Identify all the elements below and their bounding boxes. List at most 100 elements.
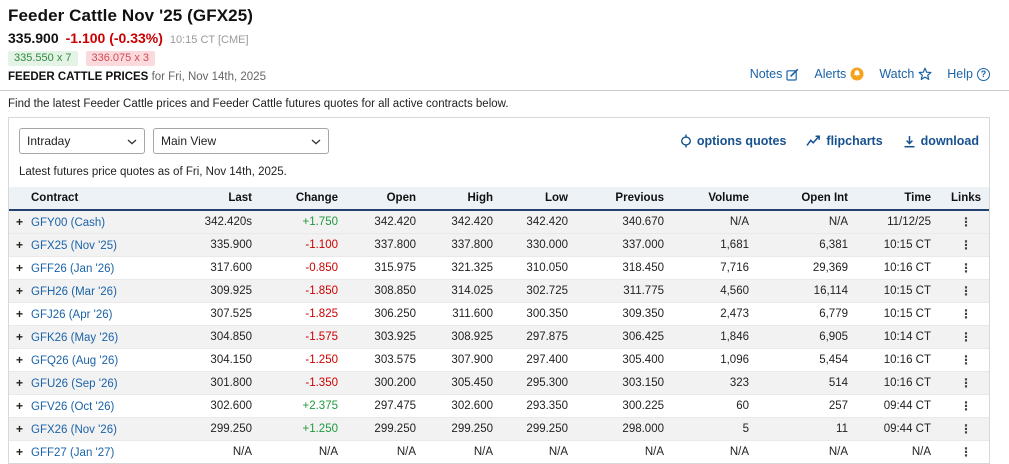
contract-link[interactable]: GFK26 (May '26) bbox=[31, 332, 119, 344]
alerts-button[interactable]: Alerts bbox=[814, 67, 864, 81]
contract-link[interactable]: GFX26 (Nov '26) bbox=[31, 424, 117, 436]
expand-row-icon[interactable]: + bbox=[16, 353, 24, 367]
cell-contract: + GFK26 (May '26) bbox=[9, 325, 194, 349]
cell-last: 304.150 bbox=[194, 348, 264, 372]
cell-open: 315.975 bbox=[350, 256, 428, 280]
cell-high: N/A bbox=[473, 446, 493, 458]
col-low: Low bbox=[505, 187, 580, 211]
help-button[interactable]: Help ? bbox=[947, 67, 990, 81]
cell-links: ⋮ bbox=[943, 210, 989, 234]
row-menu-icon[interactable]: ⋮ bbox=[960, 421, 972, 436]
row-menu-icon[interactable]: ⋮ bbox=[960, 283, 972, 298]
cell-links: ⋮ bbox=[943, 394, 989, 418]
cell-high: 321.325 bbox=[428, 256, 505, 280]
row-menu-icon[interactable]: ⋮ bbox=[960, 237, 972, 252]
cell-low: 297.400 bbox=[505, 348, 580, 372]
cell-links: ⋮ bbox=[943, 256, 989, 280]
contract-link[interactable]: GFF27 (Jan '27) bbox=[31, 447, 115, 459]
watch-button[interactable]: Watch bbox=[879, 67, 932, 81]
cell-volume: 1,846 bbox=[676, 325, 761, 349]
cell-last: 299.250 bbox=[194, 417, 264, 441]
cell-open-int: 257 bbox=[761, 394, 860, 418]
contract-link[interactable]: GFV26 (Oct '26) bbox=[31, 401, 115, 413]
cell-links: ⋮ bbox=[943, 417, 989, 441]
cell-low: 302.725 bbox=[505, 279, 580, 303]
expand-row-icon[interactable]: + bbox=[16, 376, 24, 390]
section-title: FEEDER CATTLE PRICES bbox=[8, 71, 149, 83]
expand-row-icon[interactable]: + bbox=[16, 307, 24, 321]
expand-row-icon[interactable]: + bbox=[16, 399, 24, 413]
expand-row-icon[interactable]: + bbox=[16, 330, 24, 344]
contract-link[interactable]: GFF26 (Jan '26) bbox=[31, 263, 115, 275]
cell-volume: N/A bbox=[676, 210, 761, 234]
cell-contract: + GFH26 (Mar '26) bbox=[9, 279, 194, 303]
cell-previous: 318.450 bbox=[580, 256, 676, 280]
download-button[interactable]: download bbox=[903, 134, 979, 148]
frequency-select[interactable]: Intraday bbox=[19, 128, 145, 154]
cell-high: 314.025 bbox=[428, 279, 505, 303]
contract-link[interactable]: GFQ26 (Aug '26) bbox=[31, 355, 119, 367]
expand-row-icon[interactable]: + bbox=[16, 215, 24, 229]
cell-open-int: 16,114 bbox=[761, 279, 860, 303]
cell-volume: N/A bbox=[729, 446, 749, 458]
cell-open: 306.250 bbox=[350, 302, 428, 326]
cell-previous: 337.000 bbox=[580, 233, 676, 257]
notes-button[interactable]: Notes bbox=[750, 67, 800, 81]
cell-volume: 1,681 bbox=[676, 233, 761, 257]
view-select[interactable]: Main View bbox=[153, 128, 329, 154]
row-menu-icon[interactable]: ⋮ bbox=[960, 306, 972, 321]
row-menu-icon[interactable]: ⋮ bbox=[960, 260, 972, 275]
row-menu-icon[interactable]: ⋮ bbox=[960, 444, 972, 459]
cell-contract: + GFQ26 (Aug '26) bbox=[9, 348, 194, 372]
row-menu-icon[interactable]: ⋮ bbox=[960, 329, 972, 344]
cell-previous: 311.775 bbox=[580, 279, 676, 303]
flipcharts-button[interactable]: flipcharts bbox=[806, 134, 883, 148]
toolbar-actions: options quotes flipcharts bbox=[680, 134, 979, 148]
contract-link[interactable]: GFX25 (Nov '25) bbox=[31, 240, 117, 252]
expand-row-icon[interactable]: + bbox=[16, 261, 24, 275]
cell-high: 342.420 bbox=[428, 210, 505, 234]
futures-quotes-table: Contract Last Change Open High Low Previ… bbox=[9, 187, 989, 463]
expand-row-icon[interactable]: + bbox=[16, 284, 24, 298]
cell-links: ⋮ bbox=[943, 325, 989, 349]
page-description: Find the latest Feeder Cattle prices and… bbox=[8, 98, 509, 110]
contract-link[interactable]: GFJ26 (Apr '26) bbox=[31, 309, 113, 321]
cell-change: -1.825 bbox=[264, 302, 350, 326]
contract-link[interactable]: GFU26 (Sep '26) bbox=[31, 378, 118, 390]
table-row: + GFF27 (Jan '27) N/A N/A N/A N/A N/A N/A N/A N/A… bbox=[9, 441, 989, 464]
cell-last: 342.420s bbox=[194, 210, 264, 234]
table-row: + GFV26 (Oct '26) 302.600 +2.375 297.475 302.… bbox=[9, 394, 989, 418]
row-menu-icon[interactable]: ⋮ bbox=[960, 375, 972, 390]
download-icon bbox=[903, 135, 916, 148]
cell-high: 311.600 bbox=[428, 302, 505, 326]
options-quotes-button[interactable]: options quotes bbox=[680, 134, 786, 148]
cell-low: 342.420 bbox=[505, 210, 580, 234]
cell-links: ⋮ bbox=[943, 302, 989, 326]
price-line: 335.900 -1.100 (-0.33%) 10:15 CT [CME] bbox=[8, 30, 266, 46]
cell-last: 301.800 bbox=[194, 371, 264, 395]
as-of-text: Latest futures price quotes as of Fri, N… bbox=[19, 166, 287, 178]
col-last: Last bbox=[194, 187, 264, 211]
cell-change: -0.850 bbox=[264, 256, 350, 280]
cell-volume: 7,716 bbox=[676, 256, 761, 280]
expand-row-icon[interactable]: + bbox=[16, 238, 24, 252]
row-menu-icon[interactable]: ⋮ bbox=[960, 214, 972, 229]
watch-star-icon bbox=[918, 67, 932, 81]
cell-open: 299.250 bbox=[350, 417, 428, 441]
alert-bell-icon bbox=[850, 67, 864, 81]
notes-edit-icon bbox=[786, 68, 799, 81]
expand-row-icon[interactable]: + bbox=[16, 422, 24, 436]
cell-time: 10:14 CT bbox=[860, 325, 943, 349]
cell-volume: 60 bbox=[676, 394, 761, 418]
cell-last: N/A bbox=[232, 446, 252, 458]
cell-contract: + GFF26 (Jan '26) bbox=[9, 256, 194, 280]
col-previous: Previous bbox=[580, 187, 676, 211]
contract-link[interactable]: GFY00 (Cash) bbox=[31, 217, 106, 229]
row-menu-icon[interactable]: ⋮ bbox=[960, 352, 972, 367]
row-menu-icon[interactable]: ⋮ bbox=[960, 398, 972, 413]
col-open: Open bbox=[350, 187, 428, 211]
cell-previous: 305.400 bbox=[580, 348, 676, 372]
contract-link[interactable]: GFH26 (Mar '26) bbox=[31, 286, 117, 298]
expand-row-icon[interactable]: + bbox=[16, 445, 24, 459]
